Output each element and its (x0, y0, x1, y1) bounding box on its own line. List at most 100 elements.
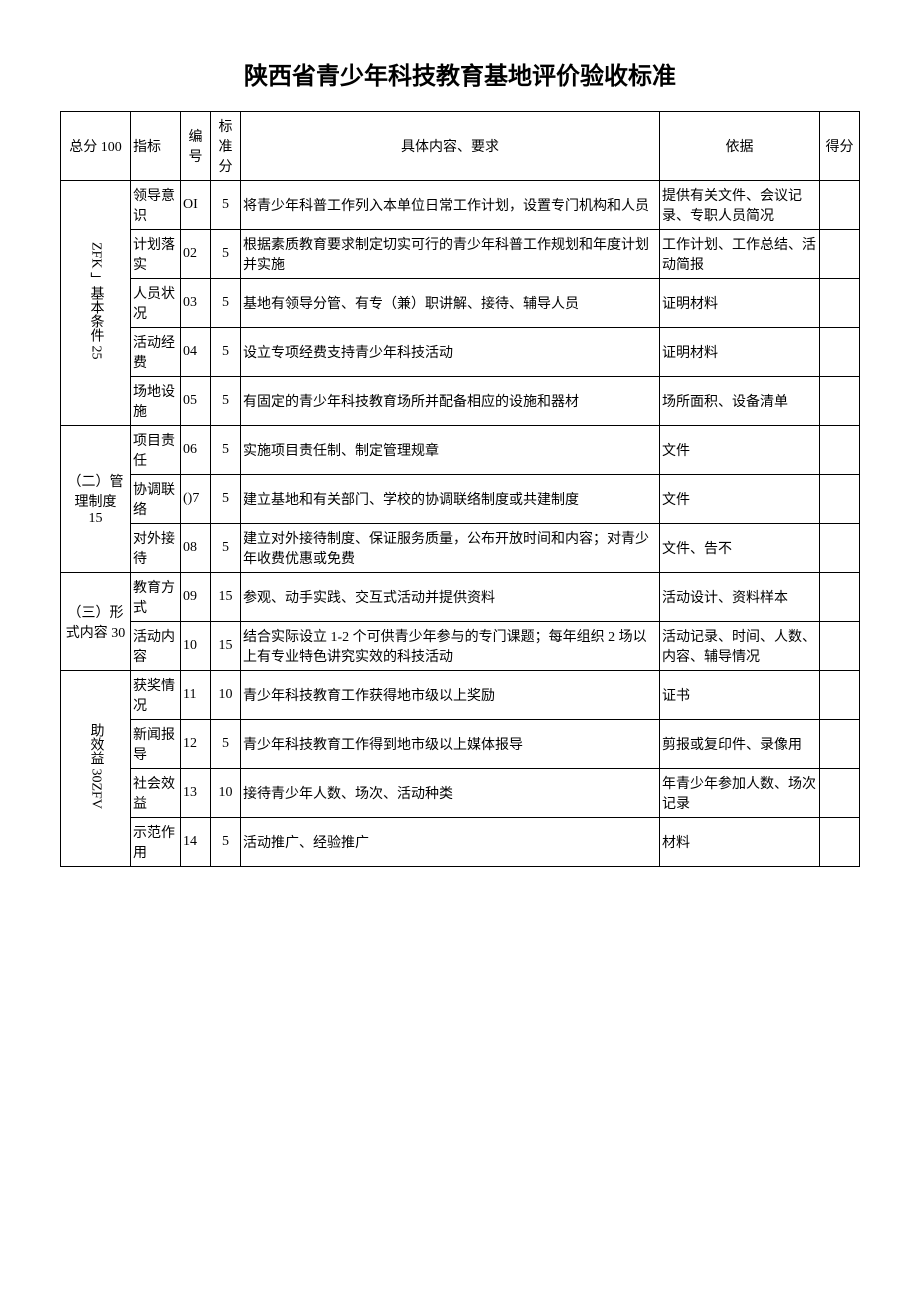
cell-num: 08 (181, 524, 211, 573)
cell-score (820, 573, 860, 622)
cell-stdscore: 5 (211, 181, 241, 230)
cell-content: 将青少年科普工作列入本单位日常工作计划，设置专门机构和人员 (241, 181, 660, 230)
cell-basis: 年青少年参加人数、场次记录 (660, 769, 820, 818)
cell-basis: 剪报或复印件、录像用 (660, 720, 820, 769)
table-row: 示范作用145活动推广、经验推广材料 (61, 818, 860, 867)
group-label: （二）管理制度 15 (61, 426, 131, 573)
cell-basis: 工作计划、工作总结、活动简报 (660, 230, 820, 279)
cell-content: 接待青少年人数、场次、活动种类 (241, 769, 660, 818)
cell-stdscore: 10 (211, 769, 241, 818)
table-row: 计划落实025根据素质教育要求制定切实可行的青少年科普工作规划和年度计划并实施工… (61, 230, 860, 279)
cell-basis: 文件 (660, 426, 820, 475)
cell-indicator: 对外接待 (131, 524, 181, 573)
cell-indicator: 新闻报导 (131, 720, 181, 769)
table-row: 场地设施055有固定的青少年科技教育场所并配备相应的设施和器材场所面积、设备清单 (61, 377, 860, 426)
cell-indicator: 项目责任 (131, 426, 181, 475)
cell-indicator: 计划落实 (131, 230, 181, 279)
table-row: 活动经费045设立专项经费支持青少年科技活动证明材料 (61, 328, 860, 377)
cell-score (820, 818, 860, 867)
cell-stdscore: 5 (211, 279, 241, 328)
cell-indicator: 活动经费 (131, 328, 181, 377)
table-row: ZFK 」基本条件 25领导意识OI5将青少年科普工作列入本单位日常工作计划，设… (61, 181, 860, 230)
table-row: （二）管理制度 15项目责任065实施项目责任制、制定管理规章文件 (61, 426, 860, 475)
cell-basis: 证明材料 (660, 279, 820, 328)
cell-content: 活动推广、经验推广 (241, 818, 660, 867)
cell-content: 结合实际设立 1-2 个可供青少年参与的专门课题；每年组织 2 场以上有专业特色… (241, 622, 660, 671)
header-content: 具体内容、要求 (241, 112, 660, 181)
cell-content: 青少年科技教育工作得到地市级以上媒体报导 (241, 720, 660, 769)
cell-num: OI (181, 181, 211, 230)
group-label-text: ZFK 」基本条件 25 (86, 242, 106, 359)
cell-content: 基地有领导分管、有专（兼）职讲解、接待、辅导人员 (241, 279, 660, 328)
cell-content: 参观、动手实践、交互式活动并提供资料 (241, 573, 660, 622)
cell-num: ()7 (181, 475, 211, 524)
cell-content: 设立专项经费支持青少年科技活动 (241, 328, 660, 377)
table-row: （三）形式内容 30教育方式0915参观、动手实践、交互式活动并提供资料活动设计… (61, 573, 860, 622)
table-row: 对外接待085建立对外接待制度、保证服务质量，公布开放时间和内容；对青少年收费优… (61, 524, 860, 573)
cell-content: 建立基地和有关部门、学校的协调联络制度或共建制度 (241, 475, 660, 524)
cell-stdscore: 5 (211, 475, 241, 524)
cell-stdscore: 15 (211, 622, 241, 671)
header-score: 得分 (820, 112, 860, 181)
cell-score (820, 328, 860, 377)
evaluation-table: 总分 100指标编号标准分具体内容、要求依据得分 ZFK 」基本条件 25 领导意识… (60, 111, 860, 867)
cell-score (820, 426, 860, 475)
cell-basis: 活动设计、资料样本 (660, 573, 820, 622)
cell-score (820, 377, 860, 426)
cell-indicator: 人员状况 (131, 279, 181, 328)
header-basis: 依据 (660, 112, 820, 181)
cell-indicator: 协调联络 (131, 475, 181, 524)
cell-stdscore: 5 (211, 818, 241, 867)
cell-num: 04 (181, 328, 211, 377)
table-row: 社会效益1310接待青少年人数、场次、活动种类年青少年参加人数、场次记录 (61, 769, 860, 818)
cell-num: 06 (181, 426, 211, 475)
cell-basis: 材料 (660, 818, 820, 867)
cell-stdscore: 5 (211, 377, 241, 426)
cell-num: 05 (181, 377, 211, 426)
cell-stdscore: 10 (211, 671, 241, 720)
cell-stdscore: 5 (211, 426, 241, 475)
cell-stdscore: 5 (211, 524, 241, 573)
cell-content: 根据素质教育要求制定切实可行的青少年科普工作规划和年度计划并实施 (241, 230, 660, 279)
cell-basis: 证明材料 (660, 328, 820, 377)
cell-num: 03 (181, 279, 211, 328)
cell-basis: 提供有关文件、会议记录、专职人员简况 (660, 181, 820, 230)
table-row: 新闻报导125青少年科技教育工作得到地市级以上媒体报导剪报或复印件、录像用 (61, 720, 860, 769)
cell-indicator: 获奖情况 (131, 671, 181, 720)
table-row: 活动内容1015结合实际设立 1-2 个可供青少年参与的专门课题；每年组织 2 … (61, 622, 860, 671)
cell-content: 青少年科技教育工作获得地市级以上奖励 (241, 671, 660, 720)
cell-score (820, 622, 860, 671)
header-total: 总分 100 (61, 112, 131, 181)
cell-indicator: 教育方式 (131, 573, 181, 622)
cell-num: 09 (181, 573, 211, 622)
group-label-text: 助效益 30ZFV (86, 723, 106, 809)
cell-indicator: 示范作用 (131, 818, 181, 867)
cell-indicator: 社会效益 (131, 769, 181, 818)
cell-num: 12 (181, 720, 211, 769)
cell-indicator: 活动内容 (131, 622, 181, 671)
cell-num: 14 (181, 818, 211, 867)
page-title: 陕西省青少年科技教育基地评价验收标准 (60, 56, 860, 91)
cell-score (820, 230, 860, 279)
header-stdscore: 标准分 (211, 112, 241, 181)
cell-score (820, 279, 860, 328)
cell-basis: 证书 (660, 671, 820, 720)
cell-stdscore: 5 (211, 230, 241, 279)
table-row: 人员状况035基地有领导分管、有专（兼）职讲解、接待、辅导人员证明材料 (61, 279, 860, 328)
cell-score (820, 720, 860, 769)
cell-stdscore: 5 (211, 328, 241, 377)
group-label: （三）形式内容 30 (61, 573, 131, 671)
cell-score (820, 181, 860, 230)
header-num: 编号 (181, 112, 211, 181)
group-label: 助效益 30ZFV (61, 671, 131, 867)
cell-content: 实施项目责任制、制定管理规章 (241, 426, 660, 475)
cell-score (820, 475, 860, 524)
cell-num: 10 (181, 622, 211, 671)
cell-content: 有固定的青少年科技教育场所并配备相应的设施和器材 (241, 377, 660, 426)
header-indicator: 指标 (131, 112, 181, 181)
cell-basis: 文件 (660, 475, 820, 524)
table-row: 协调联络()75建立基地和有关部门、学校的协调联络制度或共建制度文件 (61, 475, 860, 524)
cell-indicator: 领导意识 (131, 181, 181, 230)
group-label: ZFK 」基本条件 25 (61, 181, 131, 426)
cell-score (820, 769, 860, 818)
